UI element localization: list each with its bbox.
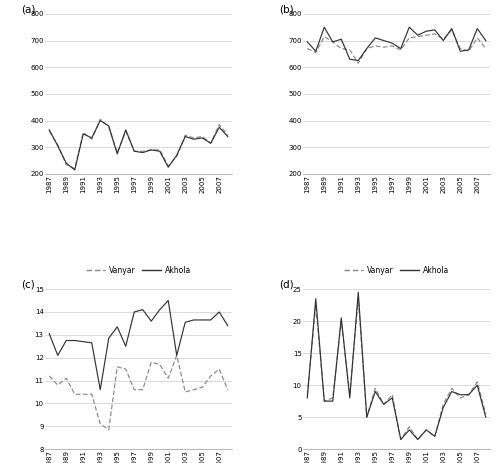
Text: (b): (b)	[278, 4, 293, 14]
Legend: Vanyar, Akhola: Vanyar, Akhola	[86, 266, 191, 275]
Text: (c): (c)	[20, 280, 34, 289]
Text: (d): (d)	[278, 280, 293, 289]
Text: (a): (a)	[20, 4, 35, 14]
Legend: Vanyar, Akhola: Vanyar, Akhola	[344, 266, 449, 275]
